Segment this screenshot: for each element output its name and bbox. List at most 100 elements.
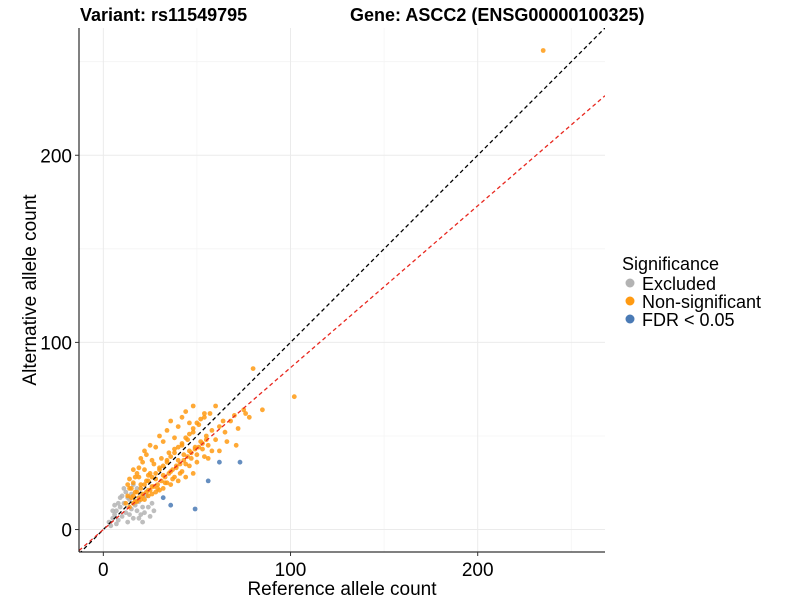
data-point-excluded (142, 510, 147, 516)
data-point-non-significant (183, 474, 189, 480)
data-point-non-significant (202, 454, 207, 459)
y-axis-ticks: 0 100 200 (40, 146, 79, 542)
data-point-non-significant (168, 454, 174, 459)
data-point-non-significant (202, 411, 207, 416)
data-point-non-significant (157, 467, 162, 473)
data-point-non-significant (222, 429, 228, 435)
data-point-excluded (134, 486, 140, 491)
data-point-non-significant (160, 439, 166, 444)
data-point-non-significant (132, 474, 138, 480)
data-point-excluded (121, 486, 127, 491)
data-point-non-significant (194, 452, 200, 458)
grid (79, 28, 605, 552)
data-point-excluded (119, 514, 125, 519)
data-point-non-significant (142, 467, 147, 473)
data-point-non-significant (136, 474, 142, 480)
data-point-non-significant (129, 486, 134, 491)
data-point-non-significant (125, 493, 131, 499)
data-point-non-significant (179, 441, 185, 446)
data-point-non-significant (173, 465, 179, 471)
data-point-non-significant (217, 448, 222, 454)
data-point-non-significant (168, 482, 174, 487)
data-point-non-significant (172, 446, 177, 452)
data-point-excluded (123, 510, 129, 516)
chart-title-gene: Gene: ASCC2 (ENSG00000100325) (350, 5, 644, 25)
legend-title: Significance (622, 254, 719, 274)
data-point-non-significant (140, 459, 146, 465)
data-point-non-significant (203, 433, 209, 439)
data-point-non-significant (149, 491, 155, 497)
data-point-non-significant (241, 407, 247, 413)
y-tick-label: 200 (40, 146, 72, 167)
legend-key (625, 314, 635, 324)
data-point-fdr-0-05 (237, 459, 243, 465)
data-point-non-significant (168, 418, 174, 424)
data-point-non-significant (147, 442, 153, 448)
data-point-excluded (114, 521, 119, 527)
data-point-non-significant (172, 474, 177, 480)
data-point-non-significant (243, 411, 249, 416)
data-point-non-significant (175, 478, 181, 484)
x-tick-label: 0 (98, 560, 109, 581)
x-tick-label: 100 (275, 560, 307, 581)
data-point-non-significant (157, 487, 162, 493)
data-point-non-significant (160, 486, 166, 491)
data-point-excluded (110, 515, 116, 521)
data-point-excluded (147, 514, 153, 519)
data-point-excluded (108, 523, 114, 529)
data-point-excluded (134, 508, 140, 514)
data-point-non-significant (164, 428, 170, 433)
data-point-excluded (140, 519, 146, 525)
legend-label: Non-significant (642, 292, 761, 312)
data-point-non-significant (175, 424, 181, 429)
x-axis-title: Reference allele count (247, 579, 437, 600)
data-point-non-significant (123, 500, 129, 506)
data-point-non-significant (235, 426, 241, 431)
data-point-excluded (115, 517, 121, 523)
data-point-non-significant (183, 409, 189, 414)
data-point-non-significant (250, 366, 256, 371)
data-point-non-significant (164, 457, 170, 463)
data-point-non-significant (147, 487, 153, 493)
data-point-non-significant (190, 426, 196, 431)
data-point-non-significant (142, 448, 147, 454)
data-point-excluded (140, 504, 146, 510)
data-point-non-significant (130, 493, 136, 499)
data-point-non-significant (194, 459, 200, 465)
data-point-non-significant (205, 442, 211, 448)
data-point-excluded (125, 519, 131, 525)
data-point-excluded (127, 512, 132, 517)
data-point-non-significant (190, 471, 196, 476)
data-point-excluded (136, 515, 142, 521)
data-point-non-significant (151, 461, 157, 467)
data-point-non-significant (138, 486, 144, 491)
data-point-excluded (112, 512, 117, 517)
data-point-non-significant (202, 414, 207, 420)
data-point-fdr-0-05 (205, 478, 211, 484)
data-point-non-significant (183, 435, 189, 441)
data-point-non-significant (213, 437, 219, 443)
data-point-non-significant (153, 489, 159, 495)
data-point-non-significant (136, 465, 142, 471)
data-point-non-significant (200, 446, 205, 452)
data-point-non-significant (260, 407, 265, 413)
data-point-non-significant (130, 480, 136, 486)
data-point-non-significant (134, 489, 140, 495)
data-point-excluded (138, 512, 144, 517)
data-point-non-significant (145, 493, 151, 499)
data-point-non-significant (155, 482, 161, 487)
data-point-excluded (112, 502, 117, 508)
data-point-non-significant (224, 439, 230, 444)
data-point-non-significant (205, 456, 211, 461)
data-point-non-significant (145, 472, 151, 478)
y-tick-label: 100 (40, 333, 72, 354)
data-point-excluded (123, 489, 129, 495)
data-point-non-significant (183, 461, 189, 467)
reference-lines (79, 28, 605, 552)
data-point-non-significant (192, 446, 198, 452)
data-point-non-significant (134, 471, 140, 476)
data-point-non-significant (179, 414, 185, 420)
data-point-non-significant (172, 450, 177, 456)
data-point-non-significant (159, 456, 164, 461)
